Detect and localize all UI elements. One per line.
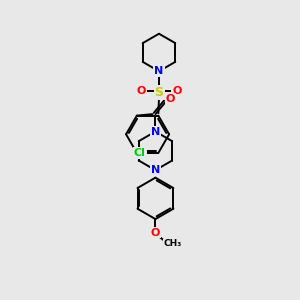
Text: N: N	[151, 127, 160, 136]
Text: O: O	[151, 228, 160, 238]
Text: N: N	[154, 66, 164, 76]
Text: N: N	[151, 165, 160, 175]
Text: Cl: Cl	[134, 148, 146, 158]
Text: O: O	[172, 86, 182, 96]
Text: CH₃: CH₃	[164, 239, 182, 248]
Text: O: O	[166, 94, 175, 103]
Text: S: S	[154, 86, 164, 99]
Text: N: N	[151, 127, 160, 136]
Text: O: O	[136, 86, 146, 96]
